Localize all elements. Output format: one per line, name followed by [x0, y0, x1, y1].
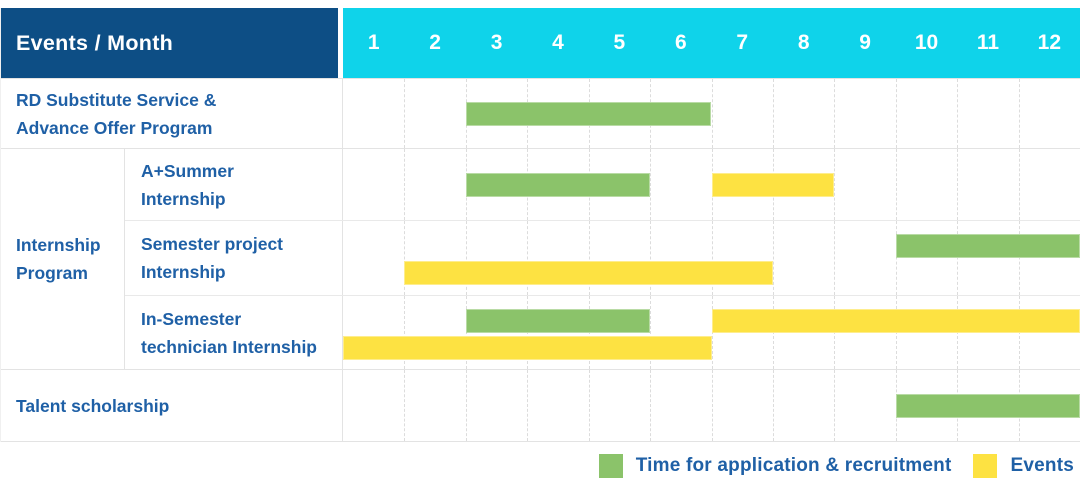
events-bar — [711, 309, 1080, 333]
legend: Time for application & recruitment Events — [0, 452, 1074, 480]
month-gridline — [527, 221, 529, 295]
month-header-cell: 10 — [914, 31, 939, 54]
recruitment-bar — [465, 309, 651, 333]
month-gridline — [834, 370, 836, 441]
gantt-row: Semester project Internship — [125, 220, 1080, 295]
month-gridline — [711, 221, 713, 295]
month-gridline — [650, 370, 652, 441]
month-gridline — [1018, 79, 1020, 148]
legend-item: Time for application & recruitment — [598, 454, 952, 478]
table-header-row: Events / Month 1 2 3 4 5 6 7 8 9 10 11 12 — [1, 8, 1080, 78]
recruitment-bar — [895, 393, 1080, 418]
events-bar — [404, 261, 773, 285]
month-gridline — [834, 149, 836, 220]
gantt-row: A+Summer Internship — [125, 149, 1080, 220]
month-gridline — [527, 370, 529, 441]
gantt-body: RD Substitute Service & Advance Offer Pr… — [1, 78, 1080, 442]
month-header-cell: 4 — [552, 31, 564, 54]
month-gridline — [404, 221, 406, 295]
month-header-cell: 7 — [736, 31, 749, 54]
legend-item: Events — [973, 454, 1074, 478]
month-gridline — [650, 296, 652, 369]
month-gridline — [834, 79, 836, 148]
month-header-cell: 5 — [613, 31, 626, 54]
month-gridline — [650, 149, 652, 220]
month-gridline — [957, 221, 959, 295]
gantt-row: Talent scholarship — [1, 370, 1080, 442]
month-gridline — [834, 221, 836, 295]
month-gridline — [895, 79, 897, 148]
month-header-cell: 12 — [1037, 31, 1062, 54]
month-gridline — [895, 149, 897, 220]
recruitment-bar — [895, 234, 1080, 258]
month-gridline — [588, 221, 590, 295]
recruitment-bar — [465, 172, 651, 197]
row-label: Talent scholarship — [1, 370, 343, 441]
gantt-row: RD Substitute Service & Advance Offer Pr… — [1, 79, 1080, 149]
events-month-header-cell: Events / Month — [1, 8, 338, 78]
events-swatch-icon — [973, 454, 998, 478]
row-chart-area — [343, 149, 1080, 220]
month-gridline — [404, 149, 406, 220]
gantt-group-row: Internship Program A+Summer Internship Sem… — [1, 149, 1080, 370]
month-header-cell: 1 — [367, 31, 380, 54]
month-gridline — [957, 149, 959, 220]
events-bar — [711, 172, 835, 197]
month-header-cell: 8 — [797, 31, 810, 54]
month-gridline — [404, 79, 406, 148]
row-chart-area — [343, 296, 1080, 369]
legend-label: Events — [1010, 455, 1074, 476]
month-gridline — [465, 370, 467, 441]
legend-label: Time for application & recruitment — [635, 455, 952, 476]
month-gridline — [711, 370, 713, 441]
events-bar — [343, 336, 712, 360]
month-header-cell: 9 — [859, 31, 871, 54]
row-label: A+Summer Internship — [125, 149, 343, 220]
row-chart-area — [343, 370, 1080, 441]
month-gridline — [957, 79, 959, 148]
month-header-cell: 6 — [674, 31, 687, 54]
month-gridline — [1018, 221, 1020, 295]
month-gridline — [772, 370, 774, 441]
month-gridline — [404, 296, 406, 369]
month-gridline — [465, 221, 467, 295]
gantt-table: Events / Month 1 2 3 4 5 6 7 8 9 10 11 12 RD Substi… — [0, 8, 1080, 442]
month-header-cell: 11 — [976, 31, 1000, 54]
month-gridline — [772, 221, 774, 295]
month-header-row: 1 2 3 4 5 6 7 8 9 10 11 12 — [343, 8, 1080, 78]
month-header-cell: 3 — [490, 31, 503, 54]
row-chart-area — [343, 79, 1080, 148]
month-gridline — [711, 79, 713, 148]
month-gridline — [1018, 149, 1020, 220]
month-header-cell: 2 — [429, 31, 441, 54]
row-chart-area — [343, 221, 1080, 295]
group-subrows: A+Summer Internship Semester project Inte… — [125, 149, 1080, 369]
recruitment-swatch-icon — [598, 454, 623, 478]
header-divider — [338, 8, 343, 78]
month-gridline — [650, 221, 652, 295]
row-label: In-Semester technician Internship — [125, 296, 343, 369]
group-label: Internship Program — [1, 149, 125, 369]
row-label: RD Substitute Service & Advance Offer Pr… — [1, 79, 343, 148]
month-gridline — [404, 370, 406, 441]
row-label: Semester project Internship — [125, 221, 343, 295]
month-gridline — [772, 79, 774, 148]
recruitment-bar — [465, 101, 712, 126]
gantt-row: In-Semester technician Internship — [125, 295, 1080, 369]
month-gridline — [895, 221, 897, 295]
month-gridline — [588, 370, 590, 441]
